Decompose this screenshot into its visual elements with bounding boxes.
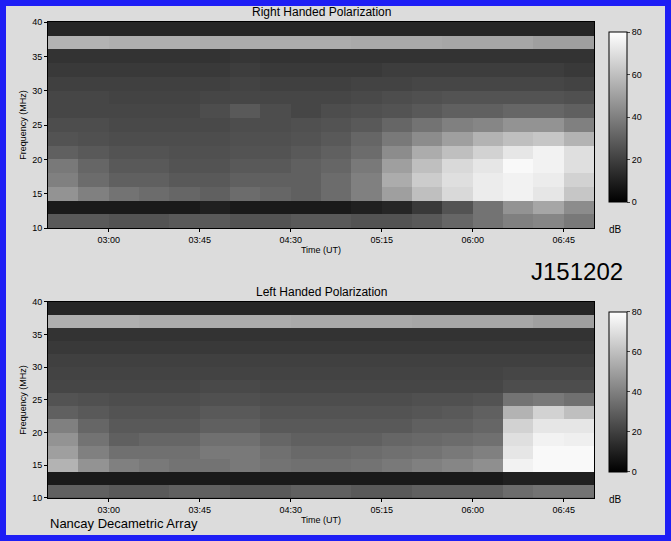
svg-text:10: 10 <box>32 493 42 503</box>
svg-text:30: 30 <box>32 362 42 372</box>
svg-text:05:15: 05:15 <box>370 505 393 515</box>
svg-text:40: 40 <box>32 297 42 307</box>
svg-text:06:45: 06:45 <box>552 505 575 515</box>
svg-text:80: 80 <box>632 307 642 317</box>
svg-text:40: 40 <box>632 112 642 122</box>
svg-text:35: 35 <box>32 330 42 340</box>
svg-text:Time (UT): Time (UT) <box>301 515 341 525</box>
svg-text:25: 25 <box>32 395 42 405</box>
svg-text:40: 40 <box>632 387 642 397</box>
svg-text:20: 20 <box>632 155 642 165</box>
svg-text:03:00: 03:00 <box>97 505 120 515</box>
svg-text:0: 0 <box>632 467 637 477</box>
svg-text:Time (UT): Time (UT) <box>301 245 341 255</box>
svg-text:Nancay Decametric Array: Nancay Decametric Array <box>50 516 198 531</box>
svg-text:25: 25 <box>32 120 42 130</box>
svg-text:15: 15 <box>32 460 42 470</box>
svg-text:40: 40 <box>32 17 42 27</box>
svg-text:04:30: 04:30 <box>279 505 302 515</box>
svg-text:Left Handed Polarization: Left Handed Polarization <box>256 285 387 299</box>
svg-text:Right Handed Polarization: Right Handed Polarization <box>252 6 391 19</box>
svg-text:06:45: 06:45 <box>552 235 575 245</box>
svg-text:Frequency (MHz): Frequency (MHz) <box>18 90 28 160</box>
svg-text:03:45: 03:45 <box>188 505 211 515</box>
svg-text:04:30: 04:30 <box>279 235 302 245</box>
svg-text:03:45: 03:45 <box>188 235 211 245</box>
svg-text:20: 20 <box>32 155 42 165</box>
svg-text:05:15: 05:15 <box>370 235 393 245</box>
svg-text:dB: dB <box>609 224 622 235</box>
svg-text:20: 20 <box>632 427 642 437</box>
svg-text:06:00: 06:00 <box>461 505 484 515</box>
svg-text:0: 0 <box>632 197 637 207</box>
svg-text:30: 30 <box>32 86 42 96</box>
svg-text:60: 60 <box>632 70 642 80</box>
svg-text:J151202: J151202 <box>531 258 623 285</box>
svg-text:80: 80 <box>632 27 642 37</box>
svg-text:Frequency (MHz): Frequency (MHz) <box>18 365 28 435</box>
svg-text:20: 20 <box>32 428 42 438</box>
svg-text:15: 15 <box>32 189 42 199</box>
svg-text:dB: dB <box>609 494 622 505</box>
svg-text:03:00: 03:00 <box>97 235 120 245</box>
svg-text:10: 10 <box>32 223 42 233</box>
svg-text:60: 60 <box>632 347 642 357</box>
svg-text:06:00: 06:00 <box>461 235 484 245</box>
svg-text:35: 35 <box>32 52 42 62</box>
